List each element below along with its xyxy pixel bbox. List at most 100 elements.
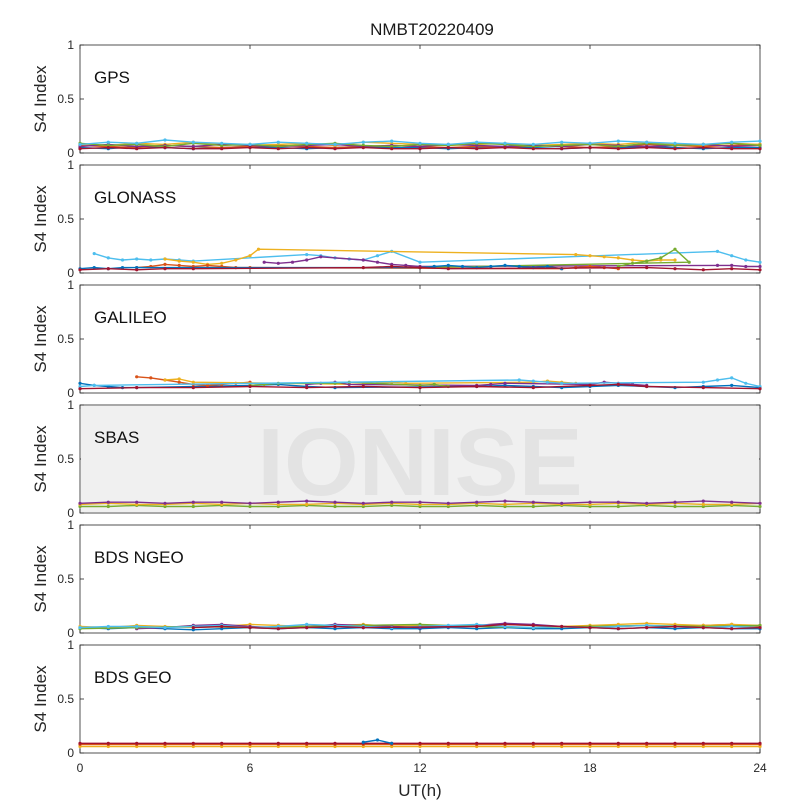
data-point (205, 263, 210, 267)
data-point (78, 147, 82, 151)
x-tick-labels: 0 6 12 18 24 (77, 761, 767, 775)
data-point (560, 140, 564, 144)
data-point (758, 260, 762, 264)
data-point (177, 380, 181, 384)
data-point (135, 624, 139, 629)
data-point (673, 624, 677, 629)
series-5 (78, 376, 762, 389)
data-point (220, 147, 224, 151)
data-point (758, 387, 762, 391)
data-point (673, 504, 677, 509)
panel-2: 0 0.5 1 S4 Index GALILEO (31, 278, 762, 400)
data-point (248, 504, 252, 509)
data-point (701, 741, 705, 745)
data-point (163, 378, 167, 382)
data-point (163, 146, 167, 150)
data-point (630, 258, 635, 262)
data-point (588, 383, 592, 387)
data-point (730, 627, 734, 631)
data-point (531, 741, 535, 745)
data-point (163, 138, 167, 142)
data-point (758, 384, 762, 389)
data-point (475, 147, 479, 151)
data-point (106, 624, 110, 629)
data-point (248, 384, 252, 389)
series-line (164, 248, 675, 266)
data-point (375, 254, 380, 258)
series-line (193, 623, 761, 630)
series-line (264, 256, 760, 268)
data-point (361, 140, 365, 144)
data-point (673, 267, 677, 271)
data-point (276, 627, 280, 631)
data-point (588, 500, 592, 504)
data-point (616, 504, 620, 509)
data-point (560, 143, 564, 147)
data-point (305, 258, 309, 262)
series-6 (78, 146, 762, 151)
data-point (460, 264, 465, 269)
data-point (390, 500, 394, 504)
y-tick-label: 1 (67, 278, 74, 292)
data-point (135, 502, 139, 506)
data-point (177, 377, 181, 381)
data-point (191, 260, 195, 264)
data-point (475, 384, 479, 389)
data-point (730, 383, 734, 387)
data-point (687, 260, 691, 264)
data-point (503, 381, 507, 385)
data-point (390, 147, 394, 151)
data-point (588, 741, 592, 745)
data-point (78, 142, 82, 146)
data-point (390, 264, 394, 269)
y-axis-label: S4 Index (31, 425, 50, 493)
data-point (220, 502, 224, 506)
watermark-text: IONISE (257, 409, 582, 516)
y-tick-label: 1 (67, 38, 74, 52)
series-3 (361, 738, 394, 745)
data-point (106, 741, 110, 745)
y-tick-label: 0 (67, 266, 74, 280)
data-point (191, 140, 195, 144)
panel-3: 0 0.5 1 S4 Index IONISE SBAS (31, 398, 762, 520)
data-point (531, 386, 535, 390)
data-point (333, 147, 337, 151)
data-point (305, 502, 309, 506)
data-point (432, 264, 436, 269)
y-tick-label: 1 (67, 638, 74, 652)
data-point (120, 258, 125, 262)
x-tick-label: 24 (753, 761, 767, 775)
data-point (418, 260, 422, 264)
data-point (758, 741, 762, 745)
data-point (446, 146, 450, 150)
data-point (106, 256, 110, 260)
data-point (361, 146, 365, 150)
series-line (164, 378, 591, 386)
data-point (715, 263, 720, 267)
data-point (305, 253, 309, 257)
data-point (531, 623, 535, 628)
data-point (517, 264, 521, 269)
data-point (531, 142, 535, 146)
data-point (220, 627, 224, 631)
data-point (418, 741, 422, 745)
data-point (531, 626, 535, 630)
data-point (701, 142, 705, 146)
data-point (616, 256, 620, 260)
data-point (588, 141, 592, 145)
data-point (276, 741, 280, 745)
data-point (191, 380, 195, 384)
series-line (79, 383, 761, 390)
data-point (191, 504, 195, 509)
data-point (645, 259, 649, 263)
panel-label: BDS NGEO (94, 548, 184, 567)
data-point (531, 379, 535, 383)
data-point (701, 626, 705, 630)
y-tick-label: 1 (67, 518, 74, 532)
data-point (191, 626, 195, 630)
data-point (248, 146, 252, 150)
data-point (191, 741, 195, 745)
panel-frame (79, 524, 761, 634)
data-point (163, 741, 167, 745)
